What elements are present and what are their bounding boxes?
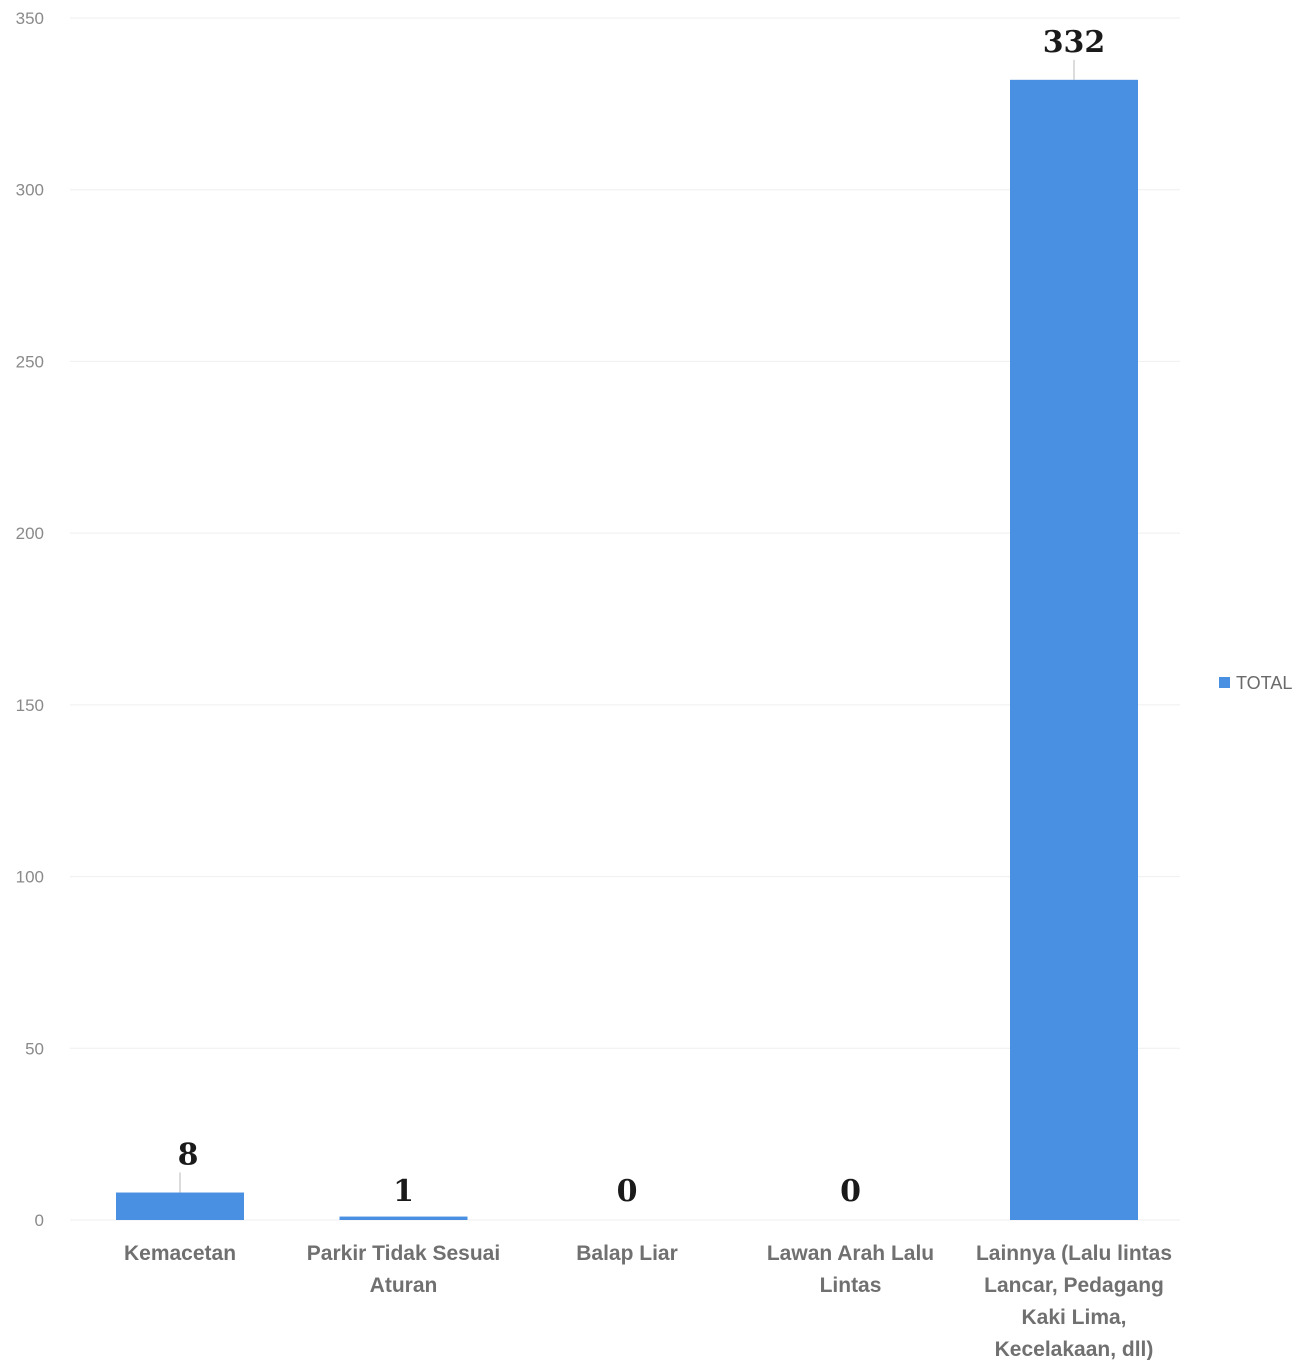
y-tick-label: 250 bbox=[16, 352, 44, 371]
data-label: 8 bbox=[178, 1138, 199, 1173]
bar bbox=[116, 1192, 244, 1220]
y-tick-label: 300 bbox=[16, 181, 44, 200]
gridlines bbox=[70, 17, 1180, 1221]
x-tick-label: Parkir Tidak Sesuai Aturan bbox=[307, 1242, 500, 1297]
legend-label: TOTAL bbox=[1236, 673, 1292, 693]
y-tick-label: 100 bbox=[16, 868, 44, 887]
data-label: 0 bbox=[617, 1174, 638, 1209]
bar bbox=[1010, 79, 1138, 1221]
bars bbox=[116, 79, 1138, 1221]
bar bbox=[339, 1216, 468, 1220]
x-tick-label: Lainnya (Lalu lintas Lancar, Pedagang Kaki… bbox=[976, 1242, 1172, 1360]
data-label: 332 bbox=[1043, 25, 1106, 60]
y-axis-ticks: 0 50 100 150 200 250 300 350 bbox=[16, 9, 44, 1230]
x-tick-label: Kemacetan bbox=[124, 1242, 236, 1265]
x-tick-label: Lawan Arah Lalu Lintas bbox=[767, 1242, 934, 1297]
y-tick-label: 200 bbox=[16, 524, 44, 543]
legend: TOTAL bbox=[1219, 673, 1292, 693]
data-label: 0 bbox=[840, 1174, 861, 1209]
data-label: 1 bbox=[393, 1174, 414, 1209]
x-tick-label: Balap Liar bbox=[576, 1242, 678, 1265]
x-axis-labels: Kemacetan Parkir Tidak Sesuai Aturan Balap … bbox=[124, 1242, 1172, 1360]
y-tick-label: 0 bbox=[35, 1211, 44, 1230]
data-labels: 8 1 0 0 332 bbox=[178, 25, 1106, 1209]
legend-swatch bbox=[1219, 677, 1230, 688]
y-tick-label: 350 bbox=[16, 9, 44, 28]
y-tick-label: 50 bbox=[25, 1039, 44, 1058]
y-tick-label: 150 bbox=[16, 696, 44, 715]
